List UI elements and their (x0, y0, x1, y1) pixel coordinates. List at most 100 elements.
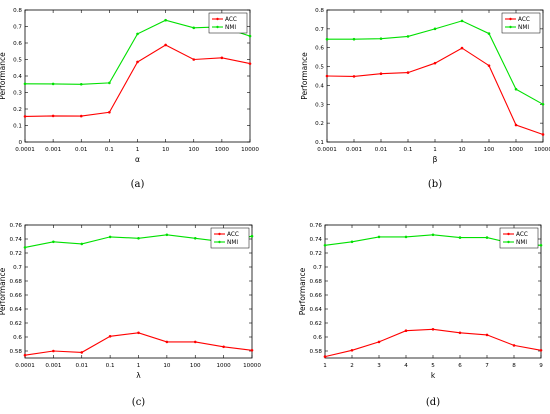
data-point-acc (165, 340, 169, 344)
y-tick-label: 0.76 (10, 223, 23, 229)
data-point-acc (460, 46, 464, 50)
y-tick-label: 0.7 (13, 265, 22, 271)
y-tick-label: 0.58 (10, 349, 23, 355)
y-tick-label: 0.4 (13, 74, 22, 80)
legend-label-nmi: NMI (518, 25, 529, 31)
data-point-nmi (541, 102, 545, 106)
data-point-acc (193, 340, 197, 344)
data-point-nmi (433, 27, 437, 31)
x-axis-label: β (433, 155, 438, 164)
x-axis-label: α (135, 155, 140, 164)
chart-panel-2: 0.1 0.2 0.3 0.4 0.5 0.6 0.7 0.8 0.0001 0.001 0.01 0… (300, 8, 550, 190)
legend-marker-nmi (507, 240, 510, 244)
x-tick-label: 1000 (509, 147, 524, 153)
data-point-acc (352, 75, 356, 78)
legend-label-nmi: NMI (227, 240, 238, 246)
legend: ACC NMI (210, 227, 250, 249)
data-point-nmi (250, 234, 254, 238)
legend-label-nmi: NMI (225, 25, 236, 31)
y-tick-label: 0 (18, 140, 22, 146)
panel-caption: (c) (132, 397, 146, 408)
data-point-acc (80, 351, 84, 354)
data-point-acc (79, 114, 83, 118)
x-tick-label: 10 (163, 363, 171, 369)
x-tick-label: 100 (188, 147, 199, 153)
x-tick-label: 10000 (534, 147, 550, 153)
data-point-nmi (164, 18, 167, 22)
data-point-nmi (108, 81, 111, 85)
data-point-nmi (80, 242, 84, 246)
legend-box (499, 227, 539, 249)
x-tick-label: 0.0001 (317, 147, 337, 153)
x-tick-label: 5 (431, 363, 435, 369)
data-point-acc (377, 340, 381, 344)
x-tick-label: 0.1 (106, 363, 115, 369)
data-point-nmi (539, 244, 543, 247)
y-tick-label: 0.2 (13, 107, 22, 113)
data-point-acc (514, 123, 518, 127)
y-tick-label: 0.1 (13, 124, 22, 130)
x-tick-label: 0.001 (45, 363, 61, 369)
y-tick-label: 0.74 (310, 237, 323, 243)
legend-label-acc: ACC (225, 17, 237, 23)
data-point-nmi (404, 235, 408, 239)
x-tick-label: 0.1 (404, 147, 413, 153)
data-point-acc (323, 355, 327, 358)
chart-panel-3: 0.58 0.6 0.62 0.64 0.66 0.68 0.7 0.72 0.74 0.76 0.… (0, 223, 261, 408)
x-tick-label: 0.01 (375, 147, 388, 153)
y-tick-label: 0.2 (315, 121, 324, 127)
data-point-nmi (248, 34, 252, 38)
data-point-nmi (377, 235, 381, 239)
x-tick-label: 9 (539, 363, 543, 369)
y-tick-label: 0.7 (315, 27, 324, 33)
y-tick-label: 0.5 (13, 58, 22, 64)
y-tick-label: 0.64 (10, 307, 23, 313)
x-tick-label: 1 (137, 363, 141, 369)
y-tick-label: 0.5 (315, 65, 324, 71)
legend-marker-nmi (216, 25, 219, 29)
data-point-acc (541, 133, 545, 136)
legend-label-nmi: NMI (516, 240, 527, 246)
data-point-acc (192, 58, 196, 61)
x-tick-label: 3 (377, 363, 381, 369)
y-tick-label: 0.7 (313, 265, 322, 271)
data-point-acc (431, 328, 435, 331)
data-point-nmi (379, 37, 383, 40)
y-tick-label: 0.6 (315, 46, 324, 52)
legend-label-acc: ACC (227, 232, 239, 238)
x-tick-label: 10 (458, 147, 466, 153)
data-point-nmi (79, 82, 83, 86)
x-tick-label: 0.001 (346, 147, 362, 153)
y-tick-label: 0.66 (10, 293, 23, 299)
x-tick-label: 8 (512, 363, 516, 369)
x-tick-label: 7 (485, 363, 489, 369)
data-point-acc (52, 349, 55, 353)
y-axis-label: Performance (300, 52, 309, 100)
data-point-nmi (52, 240, 55, 244)
data-point-nmi (352, 37, 356, 41)
y-tick-label: 0.4 (315, 83, 324, 89)
legend: ACC NMI (208, 12, 248, 34)
data-point-acc (108, 111, 111, 114)
data-point-nmi (431, 233, 435, 237)
y-tick-label: 0.58 (310, 349, 323, 355)
x-tick-label: 1 (433, 147, 437, 153)
y-tick-label: 0.7 (13, 25, 22, 31)
y-axis-label: Performance (0, 52, 7, 100)
data-point-nmi (192, 26, 196, 30)
y-axis-label: Performance (0, 267, 7, 315)
data-point-nmi (51, 82, 55, 86)
data-point-acc (512, 344, 516, 347)
data-point-nmi (323, 244, 327, 247)
data-point-nmi (137, 237, 140, 240)
y-tick-label: 0.62 (310, 321, 322, 327)
y-tick-label: 0.6 (13, 41, 22, 47)
data-point-nmi (460, 19, 464, 23)
data-point-nmi (487, 32, 491, 35)
legend-box (501, 12, 541, 34)
data-point-acc (458, 331, 462, 335)
x-tick-label: 1000 (215, 147, 230, 153)
data-point-nmi (23, 246, 27, 249)
data-point-nmi (136, 32, 139, 36)
